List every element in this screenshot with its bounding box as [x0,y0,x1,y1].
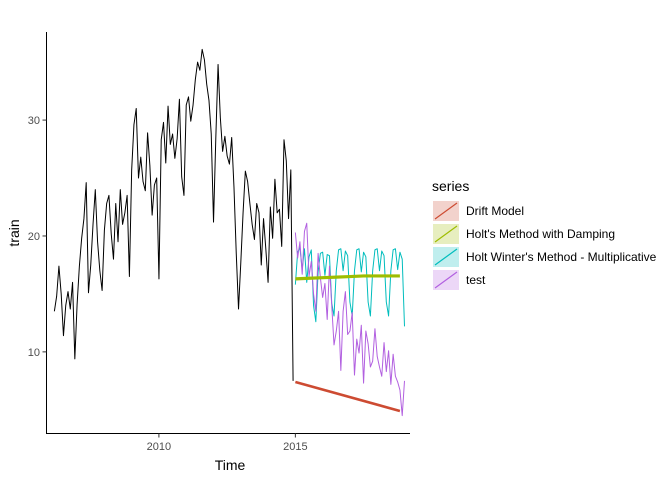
x-tick-label: 2010 [147,441,171,453]
legend-key-line [434,225,458,243]
legend-entries: Drift Model Holt's Method with Damping Hol… [433,201,657,290]
x-tick-label: 2015 [283,441,307,453]
legend-key-line [434,271,458,289]
legend-title: series [432,178,469,194]
legend-label: Drift Model [466,204,524,218]
legend-entry: test [433,270,486,290]
y-tick-label: 20 [28,231,40,243]
legend-label: test [466,273,486,287]
legend-label: Holt Winter's Method - Multiplicative [466,250,657,264]
legend-key-line [434,202,458,220]
y-axis-title: train [6,219,22,246]
y-tick-label: 30 [28,115,40,127]
legend-entry: Drift Model [433,201,524,221]
y-axis-ticks: 10 20 30 [28,115,47,359]
series-line-train [53,48,294,381]
legend: series Drift Model Holt's Method with Dam… [432,178,657,290]
series-line-drift-model [295,380,401,413]
series-line-holt-s-method-with-damping [295,274,400,281]
plot-series-layer [53,48,405,417]
legend-entry: Holt's Method with Damping [433,224,615,244]
x-axis-title: Time [215,457,246,473]
x-axis-ticks: 2010 2015 [147,433,308,453]
legend-entry: Holt Winter's Method - Multiplicative [433,247,657,267]
legend-key-line [434,248,458,266]
y-tick-label: 10 [28,347,40,359]
series-line-holt-winter-s-method-multiplicative [294,247,405,327]
legend-label: Holt's Method with Damping [466,227,615,241]
series-line-test [294,222,405,417]
